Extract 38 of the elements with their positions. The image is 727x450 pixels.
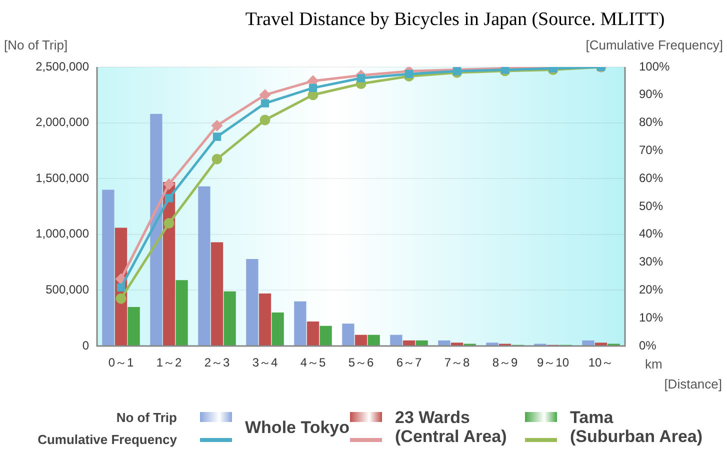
x-tick-label: 2～3 [204, 356, 230, 370]
y2-tick-label: 30% [639, 254, 664, 269]
y-tick-label: 2,000,000 [36, 115, 90, 130]
x-tick-label: 0～1 [108, 356, 134, 370]
y2-tick-label: 70% [639, 143, 664, 158]
y2-tick-label: 0% [639, 338, 657, 352]
y2-tick-label: 50% [639, 198, 664, 213]
chart-title: Travel Distance by Bicycles in Japan (Source. MLITT) [245, 8, 665, 30]
y2-tick-label: 40% [639, 226, 664, 241]
y2-tick-label: 80% [639, 115, 664, 130]
y-axis-title: [No of Trip] [4, 38, 68, 53]
x-axis-title: [Distance] [664, 376, 722, 392]
legend-label: 23 Wards (Central Area) [395, 408, 507, 446]
y2-tick-label: 20% [639, 282, 664, 297]
x-tick-label: 4～5 [300, 356, 326, 370]
y-tick-label: 0 [82, 338, 90, 352]
x-tick-label: 9～10 [536, 356, 570, 370]
x-tick-label: 3～4 [252, 356, 278, 370]
x-tick-label: 5～6 [348, 356, 374, 370]
text: Cumulative Frequency [38, 432, 177, 447]
x-tick-label: 8～9 [492, 356, 518, 370]
text: km [645, 356, 662, 372]
y2-axis-title: [Cumulative Frequency] [586, 38, 723, 53]
legend-label: Tama (Suburban Area) [570, 408, 703, 446]
y-tick-label: 1,000,000 [36, 226, 90, 241]
legend-label: Whole Tokyo [245, 418, 350, 437]
y-tick-label: 500,000 [46, 282, 90, 297]
x-tick-label: 10～ [588, 356, 614, 370]
y2-tick-label: 10% [639, 310, 664, 324]
y2-tick-label: 100% [639, 59, 670, 74]
y-tick-label: 1,500,000 [36, 170, 90, 185]
x-tick-label: 7～8 [444, 356, 470, 370]
y-tick-label: 2,500,000 [36, 59, 90, 74]
text: No of Trip [116, 410, 177, 425]
y2-tick-label: 60% [639, 170, 664, 185]
x-tick-label: 6～7 [396, 356, 422, 370]
y2-tick-label: 90% [639, 87, 664, 102]
x-tick-label: 1～2 [156, 356, 182, 370]
